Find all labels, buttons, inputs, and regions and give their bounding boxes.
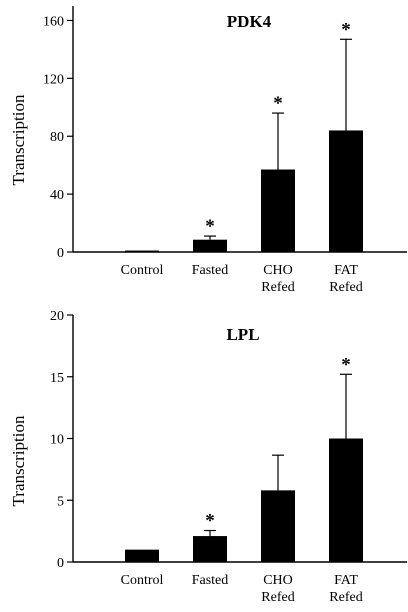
category-label: Control (121, 263, 164, 278)
significance-marker: * (341, 354, 351, 375)
y-axis-label: Transcription (9, 415, 28, 506)
category-label: CHO (263, 573, 293, 588)
category-label: CHO (263, 263, 293, 278)
bar (125, 250, 159, 252)
category-label: Refed (329, 280, 362, 295)
significance-marker: * (341, 19, 351, 40)
category-label: Refed (261, 590, 294, 605)
y-tick-label: 20 (50, 309, 64, 324)
bar (329, 130, 363, 252)
bar (193, 536, 227, 562)
bar (329, 438, 363, 562)
pdk4-chart: PDK4 Transcription 0 40 80 120 160 Control * Fa… (9, 6, 407, 295)
significance-marker: * (205, 511, 215, 532)
significance-marker: * (205, 216, 215, 237)
bar (261, 490, 295, 562)
category-label: Fasted (192, 573, 229, 588)
y-tick-label: 0 (57, 246, 64, 261)
category-label: FAT (334, 263, 358, 278)
y-tick-label: 0 (57, 556, 64, 571)
bar (125, 549, 159, 562)
y-tick-label: 40 (50, 188, 64, 203)
category-label: FAT (334, 573, 358, 588)
category-label: Fasted (192, 263, 229, 278)
y-tick-label: 15 (50, 371, 64, 386)
bar (193, 239, 227, 252)
y-tick-label: 5 (57, 494, 64, 509)
category-label: Control (121, 573, 164, 588)
y-axis-label: Transcription (9, 94, 28, 185)
category-label: Refed (261, 280, 294, 295)
bar (261, 169, 295, 252)
category-label: Refed (329, 590, 362, 605)
y-tick-label: 160 (43, 14, 64, 29)
lpl-chart: LPL Transcription 0 5 10 15 20 Control * Fasted… (9, 309, 407, 605)
significance-marker: * (273, 93, 283, 114)
y-tick-label: 10 (50, 433, 64, 448)
chart-title: PDK4 (227, 12, 272, 31)
y-tick-label: 120 (43, 72, 64, 87)
chart-title: LPL (226, 325, 259, 344)
y-tick-label: 80 (50, 130, 64, 145)
